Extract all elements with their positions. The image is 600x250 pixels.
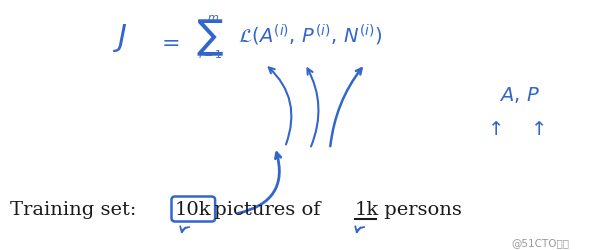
Text: Training set:: Training set: bbox=[10, 200, 143, 218]
Text: $\sum$: $\sum$ bbox=[196, 18, 224, 58]
Text: $m$: $m$ bbox=[207, 13, 219, 23]
Text: $\mathit{J}$: $\mathit{J}$ bbox=[112, 22, 128, 54]
Text: @51CTO博客: @51CTO博客 bbox=[511, 237, 569, 247]
Text: $\mathcal{L}(A^{(i)},\,P^{(i)},\,N^{(i)})$: $\mathcal{L}(A^{(i)},\,P^{(i)},\,N^{(i)}… bbox=[238, 22, 382, 48]
Text: $=$: $=$ bbox=[157, 31, 179, 53]
Text: pictures of: pictures of bbox=[208, 200, 327, 218]
Text: $A,\,P$: $A,\,P$ bbox=[499, 85, 541, 104]
Text: 1k: 1k bbox=[355, 200, 379, 218]
Text: 10k: 10k bbox=[175, 200, 212, 218]
Text: $i{=}1$: $i{=}1$ bbox=[197, 48, 223, 60]
Text: $\uparrow\quad\uparrow$: $\uparrow\quad\uparrow$ bbox=[484, 120, 545, 139]
Text: persons: persons bbox=[378, 200, 462, 218]
